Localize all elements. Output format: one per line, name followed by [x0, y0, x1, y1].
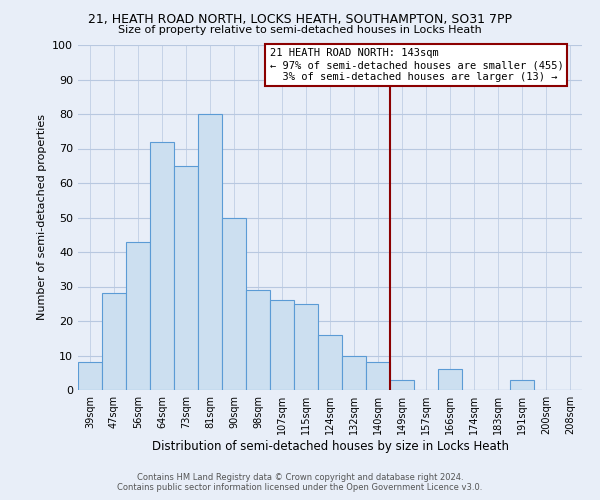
Bar: [222, 218, 246, 390]
Bar: [342, 356, 366, 390]
Bar: [510, 380, 534, 390]
Bar: [198, 114, 222, 390]
Bar: [246, 290, 270, 390]
Bar: [126, 242, 150, 390]
Bar: [294, 304, 318, 390]
X-axis label: Distribution of semi-detached houses by size in Locks Heath: Distribution of semi-detached houses by …: [151, 440, 509, 453]
Text: Size of property relative to semi-detached houses in Locks Heath: Size of property relative to semi-detach…: [118, 25, 482, 35]
Bar: [438, 370, 462, 390]
Bar: [366, 362, 390, 390]
Text: Contains HM Land Registry data © Crown copyright and database right 2024.
Contai: Contains HM Land Registry data © Crown c…: [118, 473, 482, 492]
Bar: [270, 300, 294, 390]
Bar: [150, 142, 174, 390]
Text: 21, HEATH ROAD NORTH, LOCKS HEATH, SOUTHAMPTON, SO31 7PP: 21, HEATH ROAD NORTH, LOCKS HEATH, SOUTH…: [88, 12, 512, 26]
Text: 21 HEATH ROAD NORTH: 143sqm
← 97% of semi-detached houses are smaller (455)
  3%: 21 HEATH ROAD NORTH: 143sqm ← 97% of sem…: [269, 48, 563, 82]
Y-axis label: Number of semi-detached properties: Number of semi-detached properties: [37, 114, 47, 320]
Bar: [78, 362, 102, 390]
Bar: [318, 335, 342, 390]
Bar: [174, 166, 198, 390]
Bar: [390, 380, 414, 390]
Bar: [102, 294, 126, 390]
